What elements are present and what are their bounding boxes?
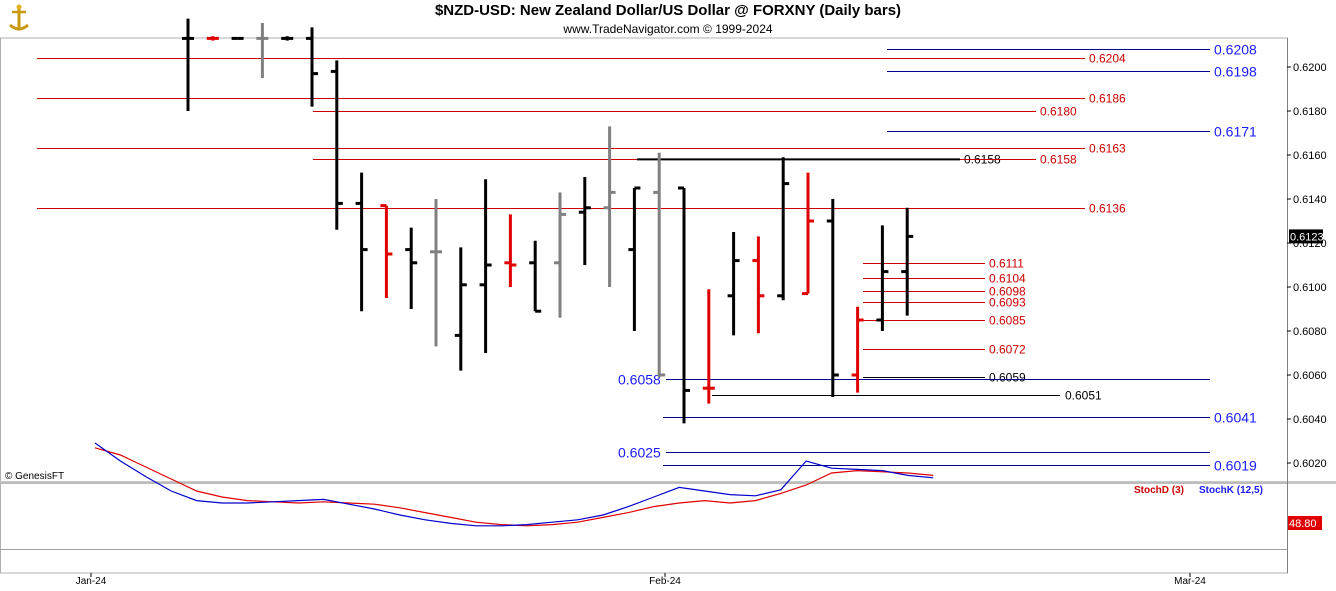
chart-title: $NZD-USD: New Zealand Dollar/US Dollar @…: [434, 2, 902, 19]
level-label: 0.6025: [618, 445, 661, 461]
y-tick-label: 0.6080: [1293, 326, 1327, 338]
y-tick-label: 0.6180: [1293, 106, 1327, 118]
y-tick-label: 0.6020: [1293, 458, 1327, 470]
ohlc-bar: [876, 225, 889, 331]
chart-frame: [0, 37, 1336, 574]
level-label: 0.6180: [1040, 105, 1077, 119]
x-tick-label: Feb-24: [649, 576, 681, 587]
level-label: 0.6085: [989, 314, 1026, 328]
ohlc-bar: [628, 186, 641, 331]
level-label: 0.6051: [1065, 389, 1102, 403]
ohlc-bar: [430, 199, 442, 347]
y-tick-label: 0.6160: [1293, 150, 1327, 162]
stoch-value-box: [1288, 516, 1322, 530]
ohlc-bar: [405, 227, 418, 309]
ohlc-bar: [752, 236, 765, 334]
level-label: 0.6208: [1214, 42, 1257, 58]
ohlc-bar: [702, 289, 715, 404]
ohlc-bar: [330, 60, 343, 230]
y-tick-label: 0.6100: [1293, 282, 1327, 294]
level-label: 0.6111: [989, 257, 1024, 271]
ohlc-bar: [554, 192, 566, 318]
ohlc-bar: [206, 36, 219, 41]
last-price-label: 0.6123: [1290, 231, 1324, 243]
ohlc-bar: [578, 177, 591, 265]
x-tick-label: Mar-24: [1174, 576, 1206, 587]
ohlc-bar: [727, 232, 740, 336]
level-label: 0.6041: [1214, 410, 1257, 426]
ohlc-bar: [182, 18, 194, 111]
price-axis: 0.62000.61800.61600.61400.61200.61000.60…: [1287, 62, 1327, 470]
stochastic-panel: StochD (3) StochK (12,5) 48.80: [0, 442, 1322, 550]
level-label: 0.6072: [989, 343, 1026, 357]
level-label: 0.6059: [989, 371, 1026, 385]
ohlc-bar: [826, 199, 839, 397]
legend-stochd: StochD (3): [1134, 485, 1184, 496]
date-axis: Jan-24 Feb-24 Mar-24: [76, 573, 1206, 587]
y-tick-label: 0.6200: [1293, 62, 1327, 74]
ohlc-bar: [281, 36, 294, 41]
ohlc-bar: [306, 27, 318, 107]
ohlc-bar: [851, 306, 864, 393]
level-label: 0.6158: [1040, 153, 1077, 167]
level-label: 0.6104: [989, 272, 1026, 286]
level-label: 0.6019: [1214, 458, 1257, 474]
level-label: 0.6098: [989, 285, 1026, 299]
level-label: 0.6186: [1089, 92, 1126, 106]
last-price-box: [1289, 229, 1323, 244]
ohlc-bar: [529, 240, 542, 313]
x-tick-label: Jan-24: [76, 576, 107, 587]
ohlc-bar: [479, 179, 492, 353]
ohlc-bars: [182, 18, 914, 424]
stoch-value-label: 48.80: [1289, 518, 1317, 530]
stochastic-plot-border: [0, 482, 1288, 574]
ohlc-bar: [603, 126, 616, 287]
ohlc-bar: [802, 172, 814, 296]
level-label: 0.6093: [989, 296, 1026, 310]
stoch-line-0: [94, 447, 934, 527]
y-tick-label: 0.6140: [1293, 194, 1327, 206]
level-lines: 0.6208 0.6204 0.6198 0.6186 0.6180 0.6171 0.61…: [37, 42, 1257, 474]
level-label: 0.6204: [1089, 52, 1126, 66]
ohlc-bar: [678, 186, 690, 424]
ohlc-bar: [901, 207, 914, 316]
y-tick-label: 0.6040: [1293, 414, 1327, 426]
ohlc-bar: [653, 152, 666, 378]
ohlc-bar: [355, 172, 368, 312]
level-label: 0.6198: [1214, 64, 1257, 80]
trade-navigator-logo: [4, 3, 34, 33]
ohlc-bar: [380, 204, 393, 298]
level-label: 0.6058: [618, 372, 661, 388]
ohlc-bar: [504, 214, 517, 287]
level-label: 0.6171: [1214, 124, 1257, 140]
level-label: 0.6136: [1089, 202, 1126, 216]
credit-label: © GenesisFT: [5, 471, 64, 482]
y-tick-label: 0.6060: [1293, 370, 1327, 382]
ohlc-bar: [777, 157, 790, 301]
level-label: 0.6163: [1089, 142, 1126, 156]
ohlc-bar: [454, 247, 467, 371]
legend-stochk: StochK (12,5): [1199, 485, 1263, 496]
stoch-line-1: [94, 442, 934, 527]
chart-subtitle: www.TradeNavigator.com © 1999-2024: [563, 22, 773, 36]
ohlc-bar: [256, 23, 269, 78]
